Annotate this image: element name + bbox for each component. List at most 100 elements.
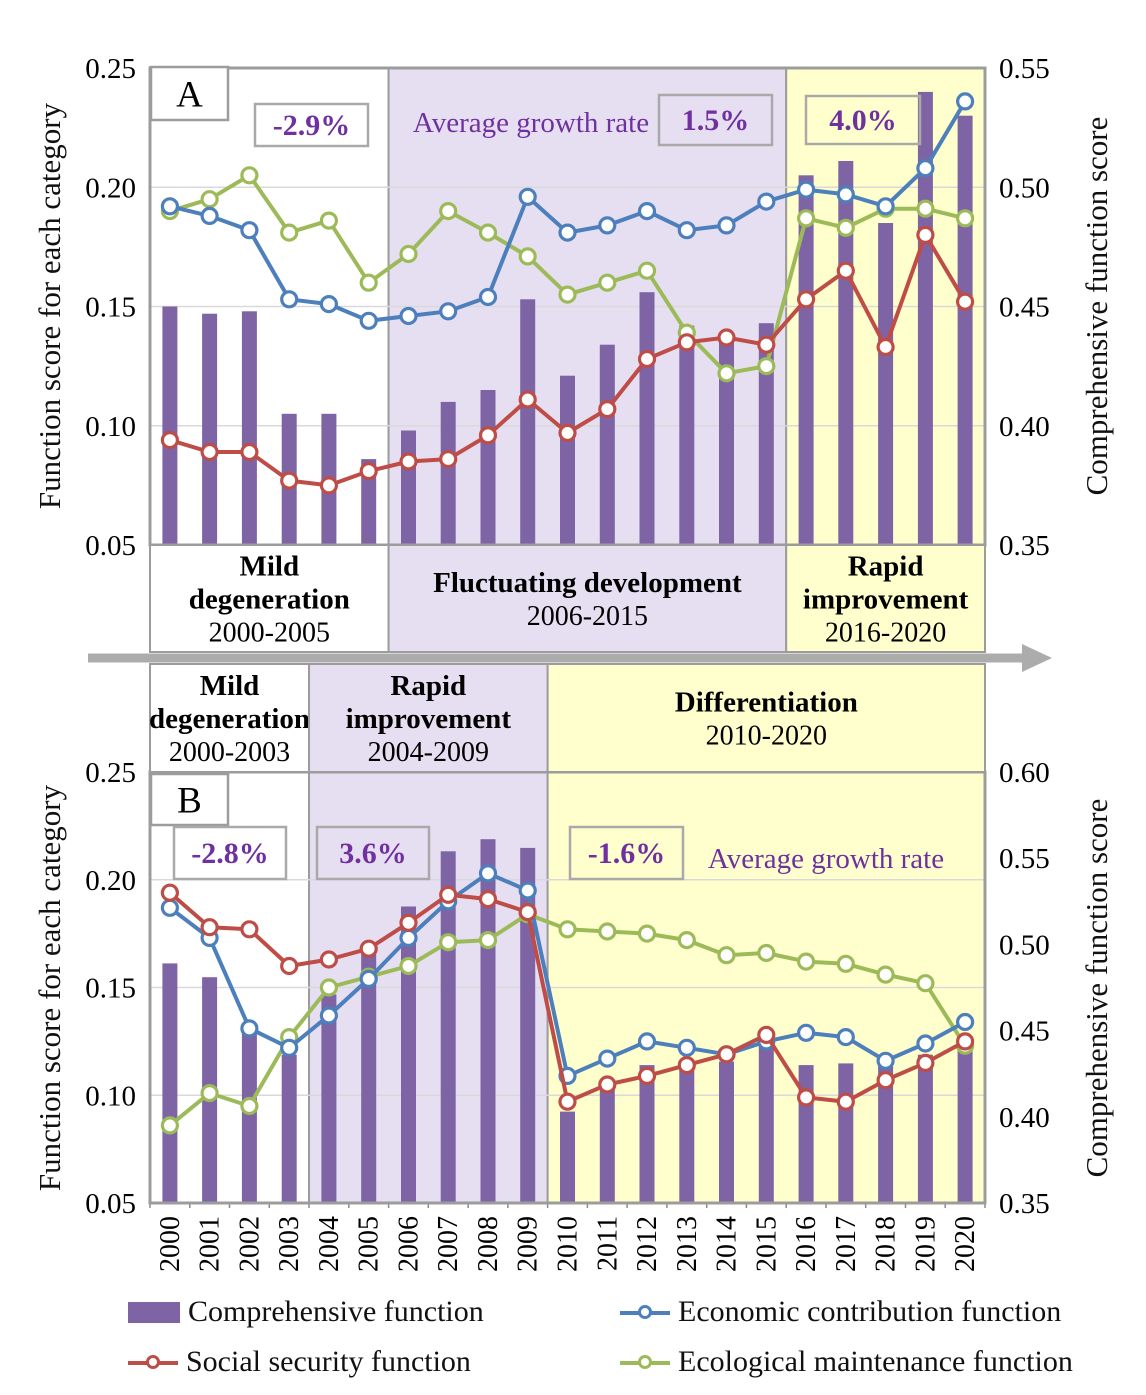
phase-label: degeneration bbox=[189, 584, 350, 616]
point-2006 bbox=[399, 306, 418, 326]
point-2004 bbox=[319, 476, 338, 495]
point-2010 bbox=[558, 1092, 577, 1111]
point-2001 bbox=[200, 918, 219, 937]
point-2020 bbox=[955, 1032, 975, 1051]
point-2006 bbox=[399, 913, 418, 932]
right-axis-tick: 0.45 bbox=[999, 292, 1050, 324]
bar-2013 bbox=[679, 1068, 695, 1203]
point-2006 bbox=[399, 928, 418, 948]
point-2004 bbox=[319, 211, 338, 230]
bar-2018 bbox=[878, 223, 894, 545]
panel-letter-box bbox=[149, 65, 230, 122]
point-2012 bbox=[637, 924, 657, 943]
year-label: 2013 bbox=[672, 1216, 703, 1272]
point-2012 bbox=[637, 349, 657, 369]
point-2019 bbox=[916, 1053, 935, 1073]
year-label: 2008 bbox=[473, 1216, 504, 1272]
point-2010 bbox=[558, 423, 577, 442]
point-2017 bbox=[836, 261, 855, 280]
point-2007 bbox=[439, 202, 458, 221]
point-2000 bbox=[160, 1116, 179, 1135]
series-social-security-function bbox=[160, 883, 975, 1111]
point-2016 bbox=[796, 209, 816, 228]
phase-label: Rapid bbox=[848, 551, 924, 583]
point-2006 bbox=[399, 244, 418, 264]
point-2005 bbox=[359, 939, 378, 958]
bar-2015 bbox=[758, 1042, 774, 1203]
bar-2001 bbox=[202, 313, 218, 545]
legend: Comprehensive function Economic contribu… bbox=[128, 1295, 1073, 1379]
year-label: 2012 bbox=[632, 1216, 663, 1272]
phase-label: 2016-2020 bbox=[825, 618, 946, 649]
right-axis-tick: 0.40 bbox=[999, 411, 1050, 443]
point-2013 bbox=[677, 333, 696, 352]
year-label: 2000 bbox=[155, 1216, 186, 1272]
left-axis-tick: 0.20 bbox=[85, 172, 136, 204]
point-2009 bbox=[518, 902, 537, 922]
point-2002 bbox=[240, 166, 259, 185]
phase-label: improvement bbox=[346, 703, 512, 735]
series-economic-contribution-function bbox=[160, 92, 975, 330]
bar-2017 bbox=[838, 161, 854, 545]
point-2008 bbox=[478, 223, 498, 242]
point-2016 bbox=[796, 952, 816, 971]
point-2019 bbox=[916, 159, 935, 178]
point-2004 bbox=[319, 950, 338, 969]
bar-2008 bbox=[480, 839, 496, 1203]
point-2014 bbox=[717, 1045, 736, 1064]
point-2018 bbox=[876, 197, 895, 216]
left-axis-tick: 0.05 bbox=[85, 530, 136, 562]
year-label: 2017 bbox=[831, 1216, 862, 1272]
bar-2019 bbox=[917, 1054, 933, 1203]
point-2008 bbox=[478, 930, 498, 950]
bar-2013 bbox=[679, 325, 695, 545]
bar-2005 bbox=[361, 459, 377, 545]
bar-2015 bbox=[758, 323, 774, 545]
left-axis-tick: 0.10 bbox=[85, 411, 136, 443]
point-2019 bbox=[916, 1034, 935, 1053]
year-label: 2016 bbox=[791, 1216, 822, 1272]
growth-rate-box bbox=[172, 825, 288, 881]
year-label: 2011 bbox=[592, 1216, 623, 1271]
bar-2016 bbox=[798, 175, 814, 546]
point-2009 bbox=[518, 247, 537, 266]
point-2012 bbox=[637, 261, 657, 280]
point-2002 bbox=[240, 920, 259, 939]
point-2008 bbox=[478, 426, 498, 445]
point-2014 bbox=[717, 216, 736, 235]
point-2000 bbox=[160, 883, 179, 902]
point-2009 bbox=[518, 881, 537, 900]
point-2013 bbox=[677, 1038, 696, 1057]
point-2011 bbox=[598, 216, 617, 235]
year-label: 2014 bbox=[712, 1216, 743, 1272]
phase-label-cell-rapid bbox=[308, 663, 549, 773]
right-axis-tick: 0.35 bbox=[999, 530, 1050, 562]
point-2008 bbox=[478, 889, 498, 909]
timeline-arrow bbox=[88, 644, 1052, 672]
year-label: 2004 bbox=[314, 1216, 345, 1272]
point-2016 bbox=[796, 290, 816, 309]
growth-rate-box bbox=[657, 93, 774, 147]
year-label: 2005 bbox=[354, 1216, 385, 1272]
bar-2009 bbox=[520, 299, 536, 545]
right-axis-tick: 0.40 bbox=[999, 1102, 1050, 1134]
panel-A: 0.25 0.20 0.15 0.10 0.05 0.55 0.50 0.45 0.40 0.35… bbox=[85, 53, 1050, 653]
legend-label: Ecological maintenance function bbox=[678, 1345, 1073, 1378]
bar-2006 bbox=[401, 430, 416, 545]
year-label: 2009 bbox=[513, 1216, 544, 1272]
series-economic-contribution-function bbox=[160, 864, 975, 1086]
phase-label: Fluctuating development bbox=[433, 567, 742, 599]
point-2012 bbox=[637, 1066, 657, 1086]
point-2012 bbox=[637, 202, 657, 221]
bar-2002 bbox=[241, 311, 257, 545]
right-axis-tick: 0.55 bbox=[999, 53, 1050, 85]
year-label: 2007 bbox=[433, 1216, 464, 1272]
legend-label: Social security function bbox=[186, 1345, 471, 1378]
point-2005 bbox=[359, 311, 378, 330]
point-2000 bbox=[160, 197, 179, 216]
phase-label: 2006-2015 bbox=[527, 601, 648, 632]
point-2007 bbox=[439, 885, 458, 904]
point-2019 bbox=[916, 974, 935, 993]
growth-rate-box bbox=[315, 825, 431, 881]
growth-rate-box bbox=[253, 102, 370, 148]
